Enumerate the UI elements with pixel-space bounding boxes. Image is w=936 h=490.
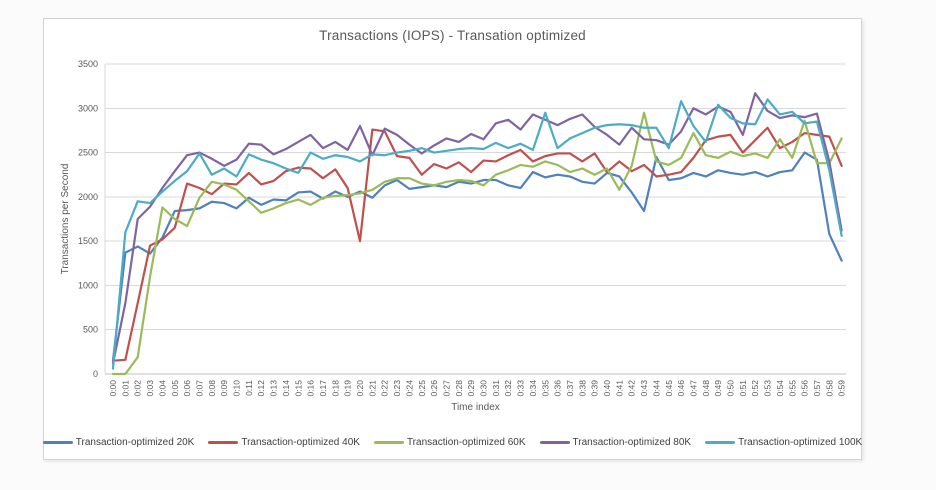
x-tick-label: 0:01 [120,380,130,397]
x-tick-label: 0:39 [590,380,600,397]
y-tick-label: 2000 [78,192,98,202]
x-tick-label: 0:45 [664,380,674,397]
x-tick-label: 0:17 [318,380,328,397]
x-tick-label: 0:58 [824,380,834,397]
x-tick-label: 0:06 [182,380,192,397]
series-line-transaction-optimized-100k [111,98,843,370]
x-tick-label: 0:42 [627,380,637,397]
x-tick-label: 0:05 [170,380,180,397]
x-tick-label: 0:04 [157,380,167,397]
x-tick-label: 0:46 [676,380,686,397]
x-tick-label: 0:21 [367,380,377,397]
x-tick-label: 0:53 [763,380,773,397]
chart-legend: Transaction-optimized 20K Transaction-opt… [42,437,862,448]
y-axis-title: Transactions per Second [60,164,71,275]
x-tick-label: 0:57 [812,380,822,397]
x-tick-label: 0:59 [837,380,847,397]
x-tick-label: 0:56 [800,380,810,397]
legend-line-swatch [208,441,239,444]
y-tick-label: 3500 [78,59,98,69]
x-tick-label: 0:37 [565,380,575,397]
x-tick-label: 0:23 [392,380,402,397]
x-tick-label: 0:55 [787,380,797,397]
x-tick-label: 0:00 [108,380,118,397]
y-tick-label: 0 [93,369,98,379]
x-tick-label: 0:03 [145,380,155,397]
x-tick-label: 0:16 [306,380,316,397]
legend-item: Transaction-optimized 80K [539,437,692,448]
y-tick-label: 2500 [78,148,98,158]
legend-item: Transaction-optimized 100K [705,437,862,448]
legend-label: Transaction-optimized 40K [241,437,360,448]
legend-label: Transaction-optimized 80K [572,437,692,448]
x-tick-label: 0:48 [701,380,711,397]
x-tick-label: 0:10 [232,380,242,397]
x-tick-label: 0:22 [380,380,390,397]
line-chart-plot: 0 500 1000 1500 2000 2500 3000 3500 0:00 0:01 0:02… [60,59,847,413]
legend-item: Transaction-optimized 60K [373,437,526,448]
legend-line-swatch [705,441,736,444]
x-tick-label: 0:33 [516,380,526,397]
y-tick-label: 1500 [78,236,98,246]
x-tick-label: 0:27 [441,380,451,397]
x-tick-label: 0:08 [207,380,217,397]
x-tick-label: 0:15 [293,380,303,397]
x-tick-label: 0:47 [688,380,698,397]
legend-line-swatch [42,441,73,444]
series-line-transaction-optimized-40k [111,126,843,362]
x-tick-label: 0:19 [343,380,353,397]
legend-item: Transaction-optimized 20K [42,437,195,448]
x-tick-label: 0:26 [429,380,439,397]
x-tick-label: 0:09 [219,380,229,397]
x-tick-label: 0:38 [577,380,587,397]
x-tick-label: 0:35 [540,380,550,397]
x-tick-label: 0:40 [602,380,612,397]
x-tick-label: 0:31 [491,380,501,397]
series-line-transaction-optimized-80k [111,92,843,365]
x-tick-label: 0:34 [528,380,538,397]
legend-item: Transaction-optimized 40K [208,437,360,448]
x-tick-label: 0:20 [355,380,365,397]
x-axis-title: Time index [451,402,500,413]
x-tick-label: 0:18 [330,380,340,397]
series-line-transaction-optimized-20k [111,151,843,362]
x-tick-label: 0:41 [614,380,624,397]
x-tick-label: 0:12 [256,380,266,397]
x-tick-label: 0:51 [738,380,748,397]
x-tick-label: 0:29 [466,380,476,397]
x-tick-label: 0:49 [713,380,723,397]
x-tick-label: 0:52 [750,380,760,397]
series-line-transaction-optimized-60k [111,111,843,376]
x-tick-label: 0:36 [553,380,563,397]
x-tick-label: 0:07 [194,380,204,397]
x-tick-label: 0:11 [244,380,254,396]
y-tick-label: 500 [83,325,98,335]
x-tick-label: 0:30 [479,380,489,397]
x-tick-label: 0:25 [417,380,427,397]
x-tick-label: 0:02 [133,380,143,397]
x-tick-label: 0:50 [726,380,736,397]
x-tick-label: 0:54 [775,380,785,397]
legend-line-swatch [539,441,570,444]
legend-label: Transaction-optimized 100K [738,437,863,448]
x-tick-label: 0:13 [269,380,279,397]
x-tick-label: 0:43 [639,380,649,397]
x-tick-label: 0:24 [404,380,414,397]
y-tick-label: 1000 [78,280,98,290]
chart-card: Transactions (IOPS) - Transation optimiz… [42,18,862,460]
x-tick-label: 0:44 [651,380,661,397]
y-tick-label: 3000 [78,103,98,113]
x-tick-label: 0:32 [503,380,513,397]
chart-title: Transactions (IOPS) - Transation optimiz… [319,28,586,43]
x-tick-label: 0:28 [454,380,464,397]
legend-line-swatch [373,441,404,444]
x-tick-label: 0:14 [281,380,291,397]
legend-label: Transaction-optimized 20K [75,437,195,448]
legend-label: Transaction-optimized 60K [406,437,526,448]
